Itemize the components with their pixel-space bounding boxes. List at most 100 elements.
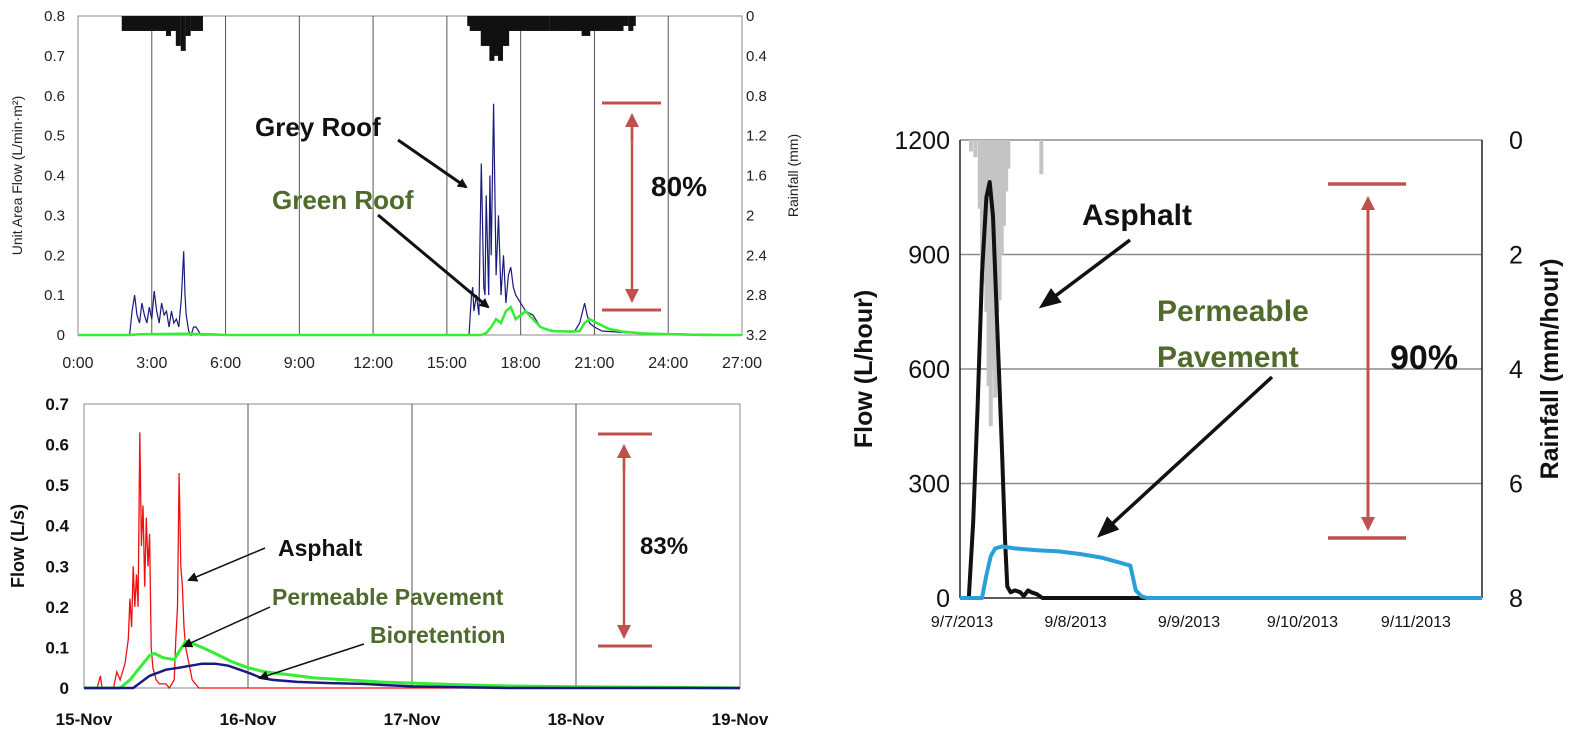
rain-bar	[988, 140, 993, 427]
y2-tick-label: 8	[1509, 585, 1523, 613]
rain-bar	[147, 16, 153, 31]
arrow-asphalt	[187, 547, 266, 582]
rain-bar	[600, 16, 606, 31]
x-tick-label: 18:00	[501, 355, 541, 372]
rain-bar	[537, 16, 543, 31]
y-axis-label: Flow (L/hour)	[850, 290, 878, 448]
arrow-grey-roof	[397, 138, 468, 189]
x-tick-label: 3:00	[136, 355, 167, 372]
rain-bar	[1006, 140, 1011, 169]
y2-tick-label: 2	[746, 207, 754, 224]
x-tick-label: 0:00	[62, 355, 93, 372]
y-tick-label: 0	[60, 679, 69, 698]
rain-bar	[585, 16, 591, 36]
rain-bar	[151, 16, 157, 31]
rain-bar	[175, 16, 181, 46]
x-tick-label: 15-Nov	[56, 710, 113, 729]
rain-bar	[995, 140, 1000, 312]
rain-bar	[185, 16, 191, 36]
x-tick-label: 21:00	[574, 355, 614, 372]
rain-bar	[557, 16, 563, 31]
y2-axis-label: Rainfall (mm/hour)	[1536, 259, 1564, 480]
series-line	[84, 432, 740, 690]
percent-reduction: 90%	[1390, 339, 1458, 377]
rain-bar	[577, 16, 583, 31]
rain-bar	[997, 140, 1002, 301]
rain-bar	[986, 140, 991, 387]
rain-bar	[581, 16, 587, 36]
y2-tick-label: 2.4	[746, 247, 767, 264]
y2-axis-label: Rainfall (mm)	[785, 134, 801, 217]
y-tick-label: 0.8	[44, 8, 65, 25]
rain-bar	[614, 16, 620, 31]
arrow-permeable-pavement	[1097, 375, 1274, 538]
rain-bar	[526, 16, 532, 31]
y2-tick-label: 1.2	[746, 128, 767, 145]
rain-bar	[158, 16, 164, 31]
label-permeable-pavement: Permeable Pavement	[272, 584, 504, 610]
rain-bar	[533, 16, 539, 31]
rain-bar	[979, 140, 984, 266]
rain-bar	[180, 16, 186, 51]
series-line	[960, 544, 1482, 600]
rain-bar	[477, 16, 483, 31]
rain-bar	[630, 16, 636, 26]
rain-bar	[618, 16, 624, 31]
y-tick-label: 0.7	[45, 395, 69, 414]
rain-bar	[504, 16, 510, 46]
y2-tick-label: 0	[746, 8, 754, 25]
x-tick-label: 19-Nov	[712, 710, 769, 729]
y-tick-label: 0.5	[44, 128, 65, 145]
rain-bar	[611, 16, 617, 31]
rain-bar	[511, 16, 517, 31]
y-axis-label: Unit Area Flow (L/min·m²)	[9, 96, 25, 255]
rain-bar	[500, 16, 506, 46]
chart-pavement: 15-Nov 16-Nov 17-Nov 18-Nov 19-Nov 0 0.1 0.2 0.3…	[8, 395, 769, 729]
series-line	[78, 103, 743, 337]
label-pavement: Pavement	[1157, 341, 1299, 374]
rain-bar	[1004, 140, 1009, 192]
label-asphalt: Asphalt	[278, 535, 363, 561]
y-tick-label: 600	[908, 356, 950, 384]
y2-tick-label: 2.8	[746, 287, 767, 304]
rain-bar	[121, 16, 127, 31]
y-tick-label: 0.4	[44, 168, 65, 185]
x-tick-label: 9:00	[284, 355, 315, 372]
y2-tick-label: 0.4	[746, 48, 767, 65]
y2-tick-label: 3.2	[746, 327, 767, 344]
label-bioretention: Bioretention	[370, 622, 505, 648]
x-tick-label: 9/8/2013	[1044, 614, 1106, 631]
x-tick-label: 17-Nov	[384, 710, 441, 729]
y2-tick-label: 6	[1509, 471, 1523, 499]
rain-bar	[968, 140, 973, 152]
rain-bar	[999, 140, 1004, 255]
rain-bar	[518, 16, 524, 31]
rain-bar	[977, 140, 982, 209]
y-tick-label: 0.6	[45, 436, 69, 455]
series-line	[960, 180, 1482, 600]
rain-bar	[522, 16, 528, 31]
x-tick-label: 27:00	[722, 355, 762, 372]
plot-area	[77, 15, 743, 336]
y-axis-label: Flow (L/s)	[8, 504, 28, 588]
label-grey-roof: Grey Roof	[255, 112, 381, 142]
y-tick-label: 0.2	[45, 598, 69, 617]
rain-bar	[190, 16, 196, 31]
rain-bar	[132, 16, 138, 31]
rain-bar	[603, 16, 609, 31]
rain-bar	[136, 16, 142, 31]
y-tick-label: 0.3	[44, 207, 65, 224]
y-tick-label: 0	[57, 327, 65, 344]
rain-bar	[541, 16, 547, 31]
label-green-roof: Green Roof	[272, 185, 414, 215]
label-asphalt: Asphalt	[1082, 199, 1192, 232]
y2-tick-label: 2	[1509, 242, 1523, 270]
rain-bar	[560, 16, 566, 31]
arrow-permeable-pavement	[182, 606, 271, 648]
rain-bar	[1001, 140, 1006, 226]
rain-bar	[154, 16, 160, 31]
rain-bar	[125, 16, 131, 31]
rain-bar	[165, 16, 171, 36]
rain-bar	[544, 16, 550, 31]
